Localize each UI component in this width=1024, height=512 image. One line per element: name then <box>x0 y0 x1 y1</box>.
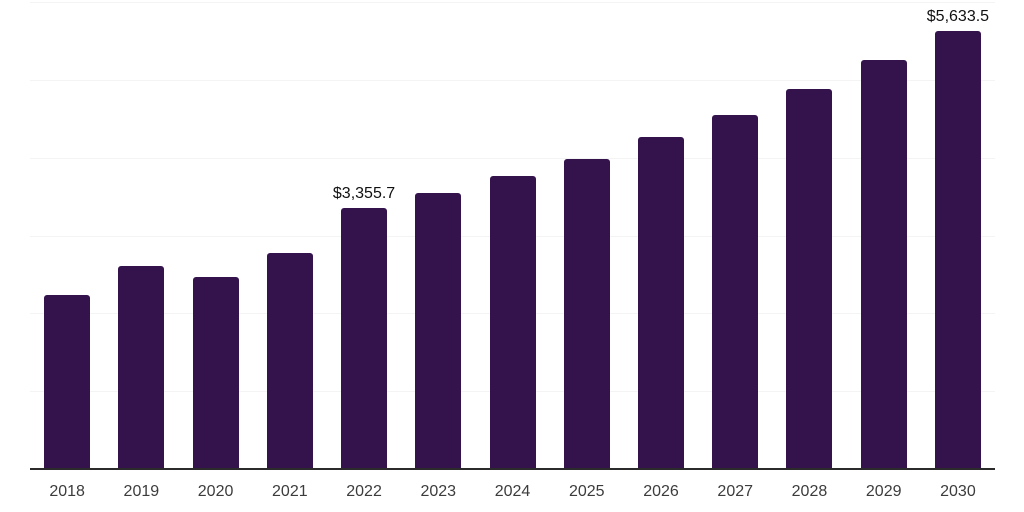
bar-2024 <box>489 175 536 469</box>
gridline <box>30 79 995 81</box>
bar-2020 <box>192 277 239 469</box>
bar-2029 <box>860 60 907 469</box>
x-tick-label: 2025 <box>568 483 605 500</box>
bar-slot <box>847 2 921 469</box>
x-tick-label: 2024 <box>494 483 531 500</box>
bar-slot <box>104 2 178 469</box>
data-label: $3,355.7 <box>332 184 396 202</box>
x-tick-label: 2023 <box>420 483 457 500</box>
x-tick-label: 2027 <box>717 483 754 500</box>
bar-slot: $5,633.5 <box>921 2 995 469</box>
gridline <box>30 2 995 3</box>
bar-2025 <box>563 158 610 469</box>
bar-2021 <box>266 253 313 469</box>
bar-slot <box>178 2 252 469</box>
bar-slot <box>30 2 104 469</box>
bar-2019 <box>118 266 165 469</box>
bar-slot <box>624 2 698 469</box>
bars: $3,355.7 $5,633.5 <box>30 2 995 469</box>
gridline <box>30 157 995 159</box>
x-tick-label: 2028 <box>791 483 828 500</box>
bar-slot <box>475 2 549 469</box>
x-tick-label: 2029 <box>865 483 902 500</box>
bar-2026 <box>637 137 684 469</box>
plot-area: $3,355.7 $5,633.5 <box>30 2 995 470</box>
bar-2018 <box>44 294 91 469</box>
bar-slot <box>253 2 327 469</box>
bar-slot <box>772 2 846 469</box>
bar-slot <box>401 2 475 469</box>
bar-slot <box>550 2 624 469</box>
x-tick-label: 2026 <box>643 483 679 500</box>
bar-2028 <box>786 89 833 469</box>
bar-slot: $3,355.7 <box>327 2 401 469</box>
bar-2022 <box>341 207 388 469</box>
x-tick-label: 2018 <box>49 483 85 500</box>
bar-slot <box>698 2 772 469</box>
x-tick-label: 2020 <box>197 483 234 500</box>
bar-2027 <box>712 114 759 469</box>
x-tick-label: 2021 <box>272 483 308 500</box>
bar-2030 <box>934 30 981 469</box>
x-axis-line <box>30 468 995 470</box>
bar-2023 <box>415 193 462 469</box>
x-tick-label: 2022 <box>346 483 382 500</box>
data-label: $5,633.5 <box>926 7 990 25</box>
x-tick-label: 2030 <box>940 483 976 500</box>
x-axis-labels: 2018 2019 2020 2021 2022 2023 2024 2025 2026 2027… <box>30 483 995 501</box>
x-tick-label: 2019 <box>123 483 160 500</box>
